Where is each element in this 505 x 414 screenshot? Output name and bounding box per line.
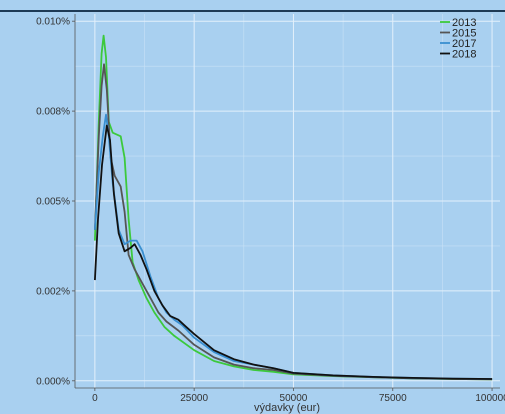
grid xyxy=(75,14,500,388)
y-tick-label: 0.000% xyxy=(36,376,70,387)
y-tick-label: 0.010% xyxy=(36,17,70,28)
legend-label-2017: 2017 xyxy=(452,38,476,50)
series-lines xyxy=(94,34,493,381)
x-tick-label: 25000 xyxy=(180,393,208,404)
legend-label-2018: 2018 xyxy=(452,49,476,61)
cropped-header xyxy=(0,0,505,12)
x-tick-label: 50000 xyxy=(280,393,308,404)
y-tick-label: 0.005% xyxy=(36,197,70,208)
legend-label-2015: 2015 xyxy=(452,28,476,40)
x-tick-label: 75000 xyxy=(379,393,407,404)
y-tick-label: 0.002% xyxy=(36,286,70,297)
x-tick-label: 0 xyxy=(92,393,98,404)
y-tick-label: 0.008% xyxy=(36,107,70,118)
series-line-2018 xyxy=(94,124,493,380)
legend-label-2013: 2013 xyxy=(452,17,476,29)
header-divider xyxy=(0,10,505,12)
x-axis-title: výdavky (eur) xyxy=(254,402,320,414)
